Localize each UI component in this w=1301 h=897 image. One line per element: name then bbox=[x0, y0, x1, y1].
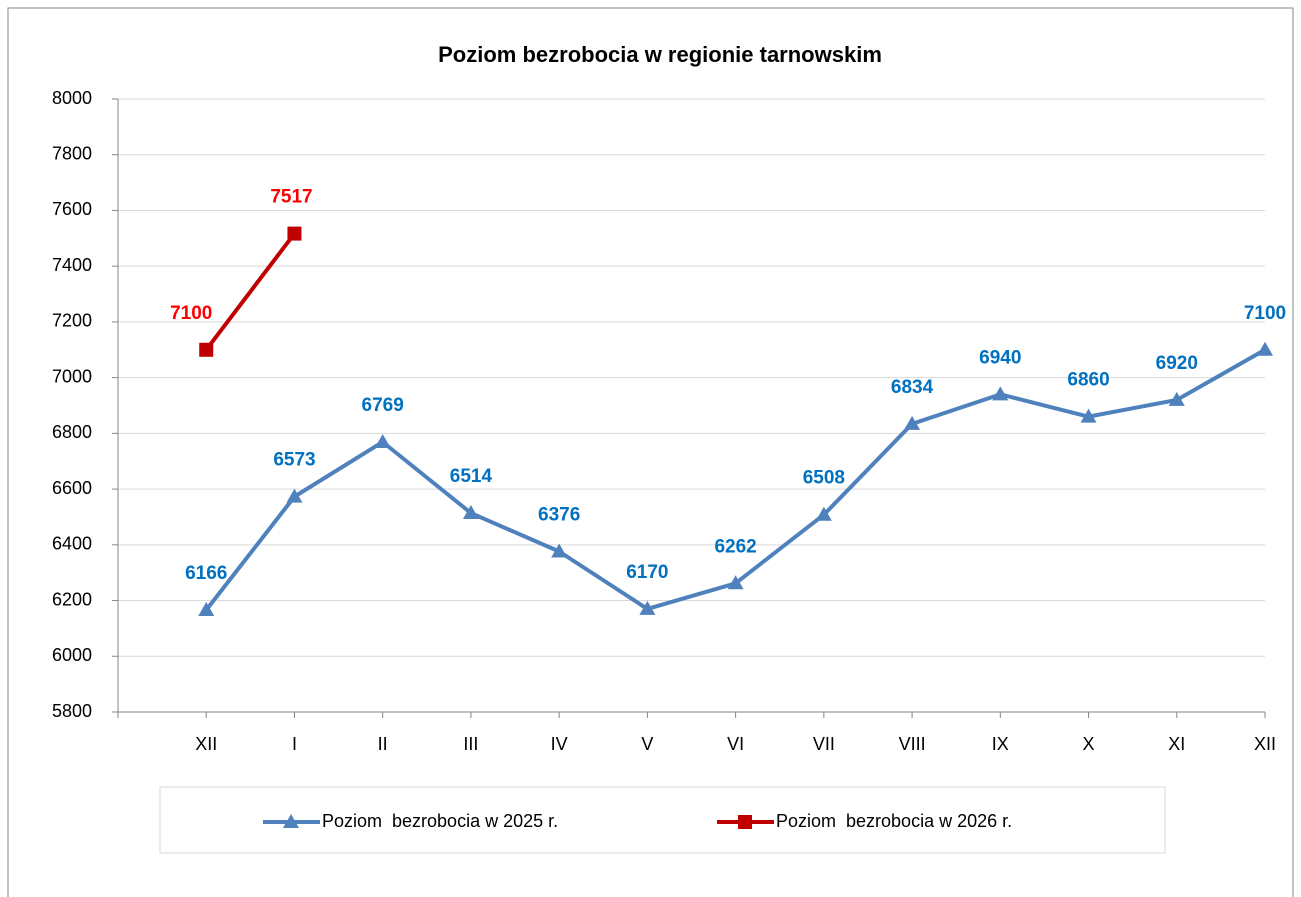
y-tick-label: 7600 bbox=[52, 199, 92, 219]
data-label: 6166 bbox=[185, 563, 227, 584]
point-marker bbox=[462, 505, 479, 520]
point-marker bbox=[904, 415, 921, 430]
point-marker bbox=[551, 543, 568, 558]
x-tick-label: X bbox=[1083, 734, 1095, 754]
x-tick-label: V bbox=[641, 734, 653, 754]
x-tick-label: VIII bbox=[899, 734, 926, 754]
point-marker bbox=[199, 342, 214, 357]
data-label: 7100 bbox=[170, 303, 212, 324]
data-label: 6508 bbox=[803, 468, 845, 489]
x-tick-label: XII bbox=[195, 734, 217, 754]
y-tick-label: 6200 bbox=[52, 589, 92, 609]
data-label: 6769 bbox=[362, 395, 404, 416]
y-tick-label: 6600 bbox=[52, 478, 92, 498]
data-label: 6514 bbox=[450, 466, 493, 487]
chart-title: Poziom bezrobocia w regionie tarnowskim bbox=[438, 42, 882, 67]
data-label: 6920 bbox=[1156, 353, 1198, 374]
x-tick-label: III bbox=[463, 734, 478, 754]
y-tick-label: 7000 bbox=[52, 366, 92, 386]
y-tick-label: 6400 bbox=[52, 534, 92, 554]
series-line bbox=[204, 232, 297, 351]
y-tick-label: 6800 bbox=[52, 422, 92, 442]
data-label: 6262 bbox=[714, 536, 756, 557]
data-label: 6834 bbox=[891, 377, 934, 398]
y-tick-label: 7200 bbox=[52, 311, 92, 331]
legend-label: Poziom bezrobocia w 2025 r. bbox=[322, 811, 558, 831]
legend-label: Poziom bezrobocia w 2026 r. bbox=[776, 811, 1012, 831]
x-tick-label: IV bbox=[551, 734, 568, 754]
point-marker bbox=[198, 602, 215, 617]
y-tick-label: 7400 bbox=[52, 255, 92, 275]
data-label: 6940 bbox=[979, 347, 1021, 368]
data-label: 6376 bbox=[538, 505, 580, 526]
point-marker bbox=[1257, 341, 1273, 356]
x-tick-label: VII bbox=[813, 734, 835, 754]
point-marker bbox=[639, 600, 656, 615]
point-marker bbox=[1080, 408, 1097, 423]
point-marker bbox=[287, 226, 302, 241]
x-tick-label: XI bbox=[1168, 734, 1185, 754]
point-marker bbox=[992, 386, 1009, 401]
x-tick-label: IX bbox=[992, 734, 1009, 754]
x-tick-label: VI bbox=[727, 734, 744, 754]
x-tick-label: I bbox=[292, 734, 297, 754]
point-marker bbox=[283, 814, 299, 828]
y-tick-label: 7800 bbox=[52, 143, 92, 163]
chart-border bbox=[7, 7, 1294, 897]
data-label: 6170 bbox=[626, 562, 668, 583]
y-tick-label: 8000 bbox=[52, 88, 92, 108]
data-label: 6573 bbox=[273, 450, 315, 471]
x-tick-label: II bbox=[378, 734, 388, 754]
x-tick-label: XII bbox=[1254, 734, 1276, 754]
point-marker bbox=[286, 488, 303, 503]
point-marker bbox=[374, 434, 391, 449]
point-marker bbox=[1168, 391, 1185, 406]
point-marker bbox=[727, 575, 744, 590]
y-tick-label: 6000 bbox=[52, 645, 92, 665]
point-marker bbox=[738, 815, 752, 829]
y-tick-label: 5800 bbox=[52, 701, 92, 721]
data-label: 7100 bbox=[1244, 303, 1286, 324]
point-marker bbox=[815, 506, 832, 521]
data-label: 7517 bbox=[270, 187, 312, 208]
legend-box bbox=[159, 786, 1166, 854]
data-label: 6860 bbox=[1067, 370, 1109, 391]
